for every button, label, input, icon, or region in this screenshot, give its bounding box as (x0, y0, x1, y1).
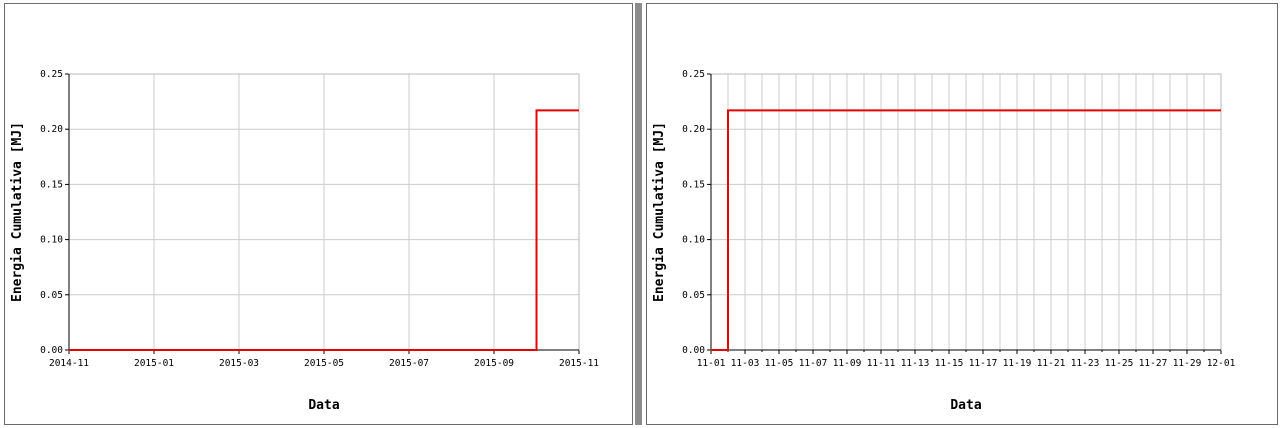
series-line-energia-cumulativa (711, 109, 1221, 351)
x-tick-label: 12-01 (1207, 358, 1236, 369)
x-tick-label: 11-03 (731, 358, 760, 369)
x-tick-label: 2015-11 (559, 358, 599, 369)
x-tick-label: 2015-09 (474, 358, 514, 369)
y-tick-label: 0.10 (40, 235, 63, 246)
x-tick-label: 11-21 (1037, 358, 1066, 369)
x-tick-label: 11-23 (1071, 358, 1100, 369)
x-tick-label: 11-01 (697, 358, 726, 369)
y-tick-label: 0.20 (40, 124, 63, 135)
y-tick-label: 0.25 (682, 69, 705, 80)
x-tick-label: 11-25 (1105, 358, 1134, 369)
x-tick-label: 11-09 (833, 358, 862, 369)
x-tick-label: 11-07 (799, 358, 828, 369)
x-tick-label: 11-11 (867, 358, 896, 369)
y-tick-label: 0.05 (40, 290, 63, 301)
y-tick-label: 0.10 (682, 235, 705, 246)
y-tick-label: 0.00 (682, 345, 705, 356)
x-tick-label: 2015-07 (389, 358, 429, 369)
x-tick-label: 11-27 (1139, 358, 1168, 369)
y-tick-label: 0.20 (682, 124, 705, 135)
chart-panel-cumulative-year: 2014-11 2015-01 2015-03 2015-05 2015-07 2015-… (4, 3, 633, 425)
y-tick-label: 0.25 (40, 69, 63, 80)
x-tick-label: 11-05 (765, 358, 794, 369)
x-tick-label: 11-17 (969, 358, 998, 369)
y-axis-title: Energia Cumulativa [MJ] (10, 122, 25, 302)
chart-panel-cumulative-month: 11-01 11-03 11-05 11-07 11-09 11-11 11-13 11-15… (646, 3, 1278, 425)
x-tick-label: 2015-05 (304, 358, 344, 369)
y-tick-label: 0.05 (682, 290, 705, 301)
x-tick-label: 11-13 (901, 358, 930, 369)
x-axis-title: Data (308, 398, 339, 413)
x-tick-label: 11-29 (1173, 358, 1202, 369)
x-tick-label: 11-19 (1003, 358, 1032, 369)
y-tick-label: 0.15 (40, 179, 63, 190)
x-tick-label: 2014-11 (49, 358, 89, 369)
panel-divider (635, 3, 642, 425)
chart-svg-cumulative-year: 2014-11 2015-01 2015-03 2015-05 2015-07 2015-… (10, 69, 599, 413)
y-tick-label: 0.15 (682, 179, 705, 190)
chart-svg-cumulative-month: 11-01 11-03 11-05 11-07 11-09 11-11 11-13 11-15… (652, 69, 1236, 413)
x-tick-label: 11-15 (935, 358, 964, 369)
x-axis-title: Data (950, 398, 981, 413)
series-line-energia-cumulativa (69, 109, 579, 351)
x-tick-label: 2015-01 (134, 358, 174, 369)
y-axis-title: Energia Cumulativa [MJ] (652, 122, 667, 302)
y-tick-label: 0.00 (40, 345, 63, 356)
x-tick-label: 2015-03 (219, 358, 259, 369)
